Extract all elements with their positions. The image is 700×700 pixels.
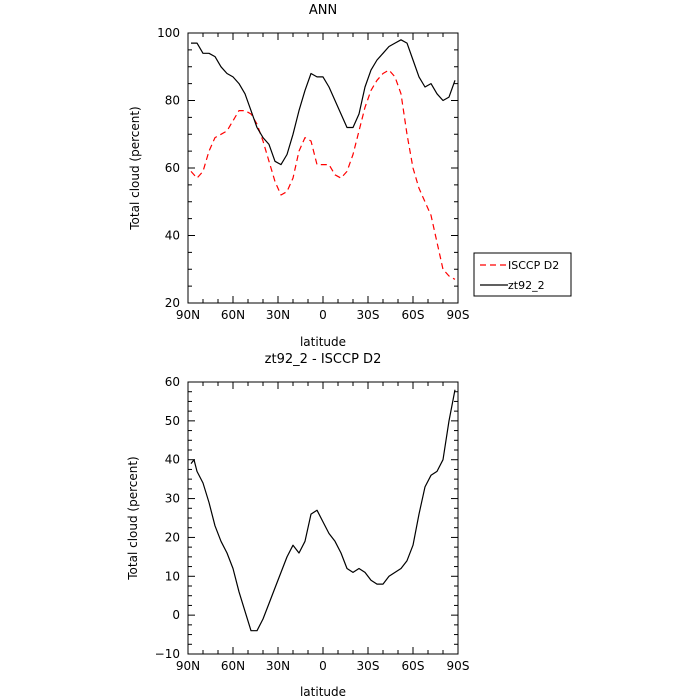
top-y-axis: 20 40 60 80 100 (157, 26, 458, 310)
bottom-x-axis: 90N 60N 30N 0 30S 60S 90S (176, 382, 470, 673)
top-y-tick-label: 80 (165, 94, 180, 108)
top-series-line-zt92-2 (191, 39, 456, 166)
top-series-line-isccp-d2 (190, 69, 456, 280)
top-panel: ANN 20 40 60 80 100 90N 60N 30N 0 30S 60S 90S lati… (128, 3, 469, 349)
bottom-y-tick-label: 30 (165, 492, 180, 506)
top-x-tick-label: 60N (221, 308, 245, 322)
bottom-y-tick-label: 20 (165, 530, 180, 544)
bottom-panel-title: zt92_2 - ISCCP D2 (265, 352, 382, 367)
bottom-series-group (190, 389, 456, 632)
top-y-axis-label: Total cloud (percent) (128, 106, 142, 230)
top-x-tick-label: 30S (357, 308, 380, 322)
legend-box (473, 252, 572, 297)
bottom-x-tick-label: 60S (402, 659, 425, 673)
bottom-x-tick-label: 0 (319, 659, 327, 673)
top-x-tick-label: 90S (447, 308, 470, 322)
bottom-y-tick-label: 0 (172, 608, 180, 622)
bottom-series-line-difference (190, 389, 456, 632)
bottom-y-axis: −10 0 10 20 30 40 50 60 (155, 375, 458, 661)
bottom-x-tick-label: 60N (221, 659, 245, 673)
bottom-x-tick-label: 30S (357, 659, 380, 673)
top-y-tick-label: 20 (165, 296, 180, 310)
bottom-y-axis-label: Total cloud (percent) (126, 456, 140, 580)
bottom-x-tick-label: 90N (176, 659, 200, 673)
top-x-axis: 90N 60N 30N 0 30S 60S 90S (176, 33, 470, 322)
top-x-axis-label: latitude (300, 335, 346, 349)
top-x-tick-label: 60S (402, 308, 425, 322)
top-x-tick-label: 30N (266, 308, 290, 322)
top-y-tick-label: 40 (165, 229, 180, 243)
bottom-y-tick-label: 50 (165, 414, 180, 428)
bottom-y-tick-label: 60 (165, 375, 180, 389)
top-y-tick-label: 60 (165, 161, 180, 175)
bottom-plot-frame (187, 381, 459, 655)
bottom-x-axis-label: latitude (300, 685, 346, 699)
bottom-y-tick-label: −10 (155, 647, 180, 661)
top-panel-title: ANN (309, 3, 337, 18)
legend-label-zt92: zt92_2 (508, 279, 545, 292)
top-y-tick-label: 100 (157, 26, 180, 40)
bottom-y-tick-label: 10 (165, 569, 180, 583)
legend: ISCCP D2 zt92_2 (473, 252, 572, 297)
bottom-panel: zt92_2 - ISCCP D2 −10 0 10 20 30 40 50 60 90N 60… (126, 352, 469, 699)
top-x-tick-label: 0 (319, 308, 327, 322)
top-x-tick-label: 90N (176, 308, 200, 322)
top-series-group (190, 39, 456, 280)
bottom-y-tick-label: 40 (165, 453, 180, 467)
bottom-x-tick-label: 30N (266, 659, 290, 673)
legend-label-isccp: ISCCP D2 (508, 259, 559, 272)
bottom-x-tick-label: 90S (447, 659, 470, 673)
